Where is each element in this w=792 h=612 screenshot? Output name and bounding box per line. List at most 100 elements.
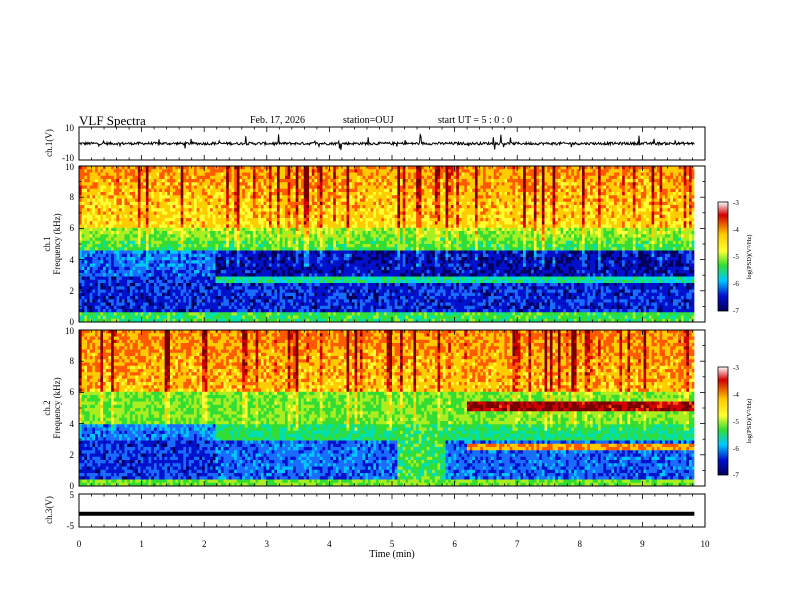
spec-cell — [180, 185, 184, 190]
spec-cell — [212, 309, 216, 313]
spec-cell — [212, 175, 216, 180]
spec-cell — [153, 172, 157, 177]
spec-cell — [242, 250, 246, 255]
spec-cell — [127, 279, 131, 284]
spec-cell — [97, 227, 101, 232]
spec-cell — [92, 182, 96, 186]
spec-cell — [186, 292, 189, 297]
spec-cell — [121, 302, 125, 307]
spec-cell — [309, 208, 313, 212]
spec-cell — [223, 211, 227, 216]
spec-cell — [89, 205, 93, 209]
spec-cell — [153, 195, 157, 199]
spec-cell — [247, 201, 251, 206]
spec-cell — [333, 250, 337, 255]
spec-cell — [306, 289, 310, 294]
spec-cell — [349, 208, 353, 212]
spec-cell — [325, 172, 329, 177]
spec-cell — [303, 279, 307, 284]
spec-cell — [143, 237, 147, 242]
spec-cell — [271, 175, 275, 180]
spec-cell — [167, 299, 171, 303]
spec-cell — [175, 253, 179, 258]
spec-cell — [188, 188, 192, 193]
spec-cell — [204, 175, 208, 180]
spec-cell — [338, 201, 342, 206]
spec-cell — [282, 270, 286, 274]
spec-cell — [145, 195, 149, 199]
spec-cell — [79, 166, 82, 170]
spec-cell — [188, 299, 192, 303]
spec-cell — [322, 315, 326, 320]
spec-cell — [223, 231, 227, 235]
spec-cell — [343, 299, 347, 303]
spec-cell — [327, 283, 331, 287]
spec-cell — [260, 296, 264, 300]
spec-cell — [191, 234, 195, 238]
spec-cell — [293, 172, 297, 177]
spec-cell — [239, 221, 243, 225]
spec-cell — [103, 253, 107, 258]
spec-cell — [317, 244, 321, 248]
spec-cell — [226, 260, 230, 264]
spec-cell — [301, 240, 305, 245]
spec-cell — [287, 244, 291, 248]
spec-cell — [124, 211, 128, 216]
spec-cell — [177, 195, 181, 199]
spec-cell — [129, 201, 133, 206]
spec-cell — [218, 185, 222, 190]
spec-cell — [346, 224, 350, 229]
spec-cell — [137, 273, 141, 277]
spec-cell — [175, 286, 179, 290]
spec-cell — [212, 211, 216, 216]
spec-cell — [79, 205, 82, 209]
spec-cell — [260, 175, 264, 180]
spec-cell — [303, 182, 307, 186]
spec-cell — [325, 227, 329, 232]
spec-cell — [282, 175, 286, 180]
spec-cell — [335, 305, 339, 310]
spec-cell — [303, 179, 307, 183]
spec-cell — [271, 250, 275, 255]
spec-cell — [204, 240, 208, 245]
spec-cell — [145, 188, 149, 193]
spec-cell — [137, 266, 141, 271]
spec-cell — [129, 260, 133, 264]
spec-cell — [137, 231, 141, 235]
spec-cell — [188, 309, 192, 313]
spec-cell — [335, 315, 339, 320]
spec-cell — [247, 221, 251, 225]
spec-cell — [108, 166, 112, 170]
spec-cell — [293, 195, 297, 199]
spec-cell — [116, 237, 120, 242]
spec-cell — [311, 296, 315, 300]
spec-cell — [194, 182, 198, 186]
spec-cell — [137, 188, 141, 193]
spec-cell — [127, 244, 131, 248]
spec-cell — [135, 188, 139, 193]
spec-cell — [239, 192, 243, 196]
spec-cell — [236, 315, 240, 320]
spec-cell — [333, 166, 337, 170]
spec-cell — [341, 302, 345, 307]
spec-cell — [194, 250, 198, 255]
spec-cell — [231, 195, 235, 199]
spec-cell — [124, 244, 128, 248]
spec-cell — [108, 227, 112, 232]
spec-cell — [175, 208, 179, 212]
spec-cell — [327, 214, 331, 219]
spec-cell — [202, 166, 206, 170]
spec-cell — [295, 263, 299, 268]
spec-cell — [113, 188, 117, 193]
spec-cell — [239, 299, 243, 303]
spec-cell — [330, 192, 334, 196]
spec-cell — [202, 240, 206, 245]
spec-cell — [167, 227, 171, 232]
spec-cell — [169, 312, 173, 316]
spec-cell — [244, 305, 248, 310]
spec-cell — [266, 211, 270, 216]
spec-cell — [252, 276, 256, 281]
spec-cell — [231, 289, 235, 294]
spec-cell — [236, 205, 240, 209]
spec-cell — [282, 260, 286, 264]
